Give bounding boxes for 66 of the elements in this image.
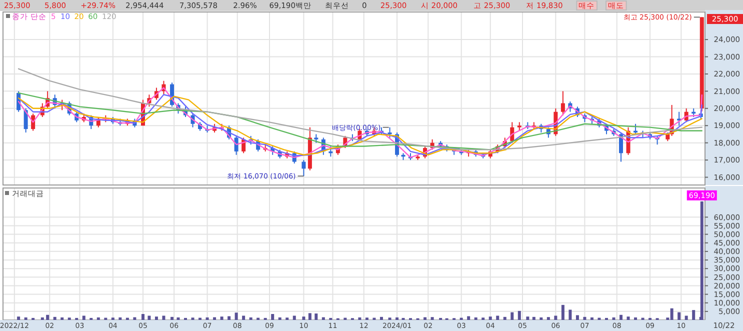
- bar: [40, 317, 44, 320]
- bar: [314, 313, 318, 320]
- candlestick: [560, 90, 565, 116]
- bar: [228, 316, 231, 320]
- bar: [380, 316, 383, 320]
- bar: [148, 316, 151, 320]
- bar: [496, 316, 500, 320]
- bar: [206, 317, 209, 320]
- bar: [176, 317, 180, 320]
- bar: [424, 317, 427, 320]
- bar: [82, 316, 86, 320]
- bar: [612, 317, 616, 320]
- bar: [46, 314, 50, 320]
- bar: [292, 316, 296, 320]
- bar: [503, 316, 506, 320]
- bar: [488, 316, 492, 320]
- bar: [118, 317, 122, 320]
- bar: [302, 316, 306, 320]
- bar: [278, 317, 282, 320]
- bar: [396, 317, 399, 320]
- bar: [518, 310, 521, 320]
- bar: [620, 314, 623, 320]
- bar: [526, 316, 530, 320]
- bar: [213, 317, 216, 320]
- candlestick: [234, 135, 238, 156]
- bar: [583, 316, 586, 320]
- bar: [568, 310, 572, 320]
- bar: [24, 317, 28, 320]
- bar: [53, 316, 56, 320]
- candlestick: [24, 108, 28, 133]
- bar: [626, 316, 630, 320]
- bar: [242, 316, 246, 320]
- bar: [561, 304, 564, 320]
- bar: [154, 316, 158, 320]
- bar: [430, 317, 434, 320]
- bar: [322, 317, 325, 320]
- bar: [308, 313, 312, 320]
- bar: [634, 317, 638, 320]
- candlestick: [677, 111, 682, 126]
- bar: [162, 316, 166, 320]
- bar: [510, 312, 514, 320]
- bar: [546, 317, 550, 320]
- bar: [96, 317, 100, 320]
- bar: [271, 314, 274, 320]
- bar: [60, 317, 64, 320]
- bar: [554, 316, 558, 320]
- bar: [249, 317, 252, 320]
- bar: [133, 317, 136, 320]
- bar: [358, 317, 362, 320]
- bar: [590, 317, 594, 320]
- bar: [678, 312, 681, 320]
- bar: [540, 317, 543, 320]
- bar: [474, 317, 478, 320]
- bar: [220, 316, 224, 320]
- bar: [141, 314, 144, 320]
- bar: [670, 308, 674, 320]
- bar: [170, 316, 174, 320]
- bar: [532, 316, 536, 320]
- bar: [684, 316, 688, 320]
- bar: [692, 310, 696, 320]
- bar: [234, 312, 238, 320]
- bar: [700, 201, 704, 320]
- bar: [576, 315, 579, 320]
- bar: [17, 316, 20, 320]
- bar: [467, 316, 470, 320]
- candlestick: [302, 160, 306, 177]
